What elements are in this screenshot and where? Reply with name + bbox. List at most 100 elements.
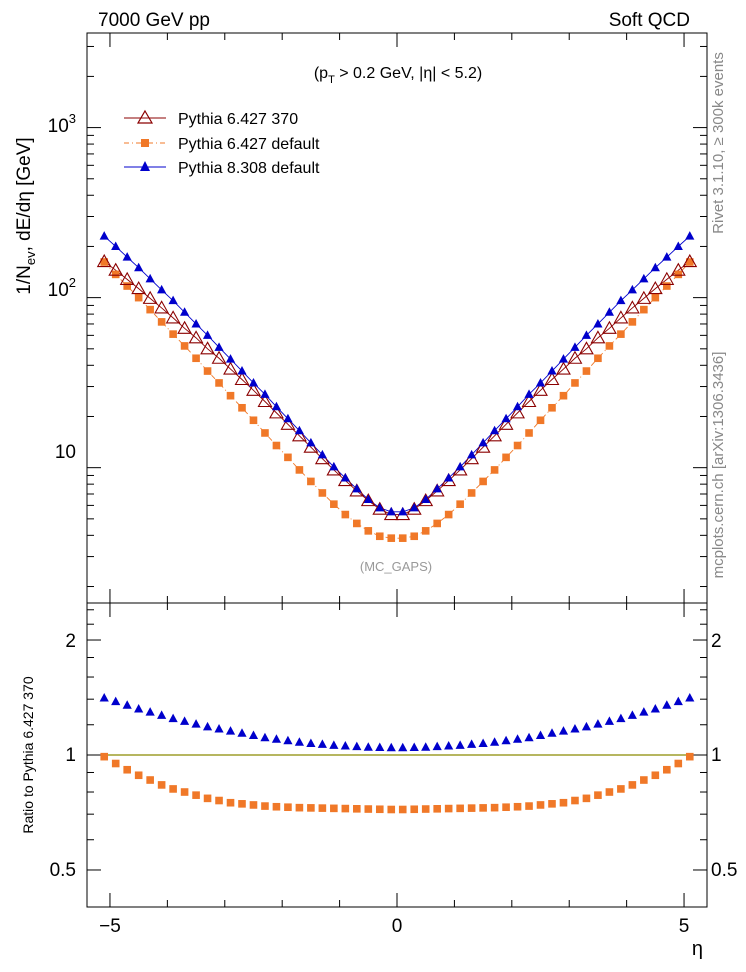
data-point-series-1 [353,519,361,528]
data-point-series-2 [191,318,201,328]
ratio-point-series-1 [168,713,178,723]
ratio-point-series-0 [295,803,304,812]
data-point-series-1 [410,532,419,541]
ratio-point-series-1 [317,739,327,748]
data-point-series-1 [157,318,166,326]
data-point-series-1 [123,282,131,290]
ratio-point-series-0 [261,802,269,810]
data-point-series-2 [685,231,695,240]
data-point-series-2 [662,252,672,261]
ratio-point-series-0 [663,765,671,774]
ratio-point-series-1 [604,716,615,725]
data-point-series-1 [284,453,292,462]
data-point-series-1 [548,403,556,412]
ratio-point-series-0 [387,805,396,814]
ratio-point-series-0 [123,765,131,774]
ratio-point-series-0 [307,804,315,812]
data-point-series-0 [269,405,284,419]
ratio-point-series-0 [284,803,292,812]
data-point-series-0 [200,341,215,355]
data-point-series-1 [617,330,625,338]
ratio-point-series-1 [593,719,603,728]
data-point-series-1 [203,367,212,375]
ratio-point-series-0 [628,781,637,789]
ratio-point-series-0 [456,804,464,813]
data-point-series-1 [467,489,476,497]
ratio-point-series-0 [571,796,579,805]
data-point-series-1 [249,416,258,425]
data-point-series-0 [177,320,193,334]
data-point-series-0 [510,405,525,419]
ratio-point-series-1 [225,726,236,735]
data-point-series-0 [647,280,663,295]
data-point-series-2 [248,377,259,387]
data-point-series-1 [398,534,407,542]
ratio-point-series-1 [294,737,305,746]
data-point-series-1 [559,391,568,400]
ratio-point-series-1 [352,741,362,751]
ratio-point-series-1 [271,734,282,743]
data-point-series-2 [99,231,109,240]
data-point-series-2 [627,284,637,294]
data-point-series-0 [211,350,227,364]
ratio-point-series-0 [272,802,281,811]
data-point-series-1 [479,477,487,486]
data-point-series-2 [455,461,465,471]
ratio-point-series-0 [249,801,258,809]
data-point-series-2 [260,389,270,398]
data-point-series-0 [636,290,652,304]
data-point-series-2 [329,461,339,471]
ratio-point-series-1 [134,703,144,713]
ratio-point-series-0 [134,771,143,780]
ratio-point-series-0 [433,805,441,813]
data-point-series-0 [624,300,640,314]
ratio-point-series-1 [662,700,672,709]
data-point-series-0 [418,493,434,507]
rivet-label: Rivet 3.1.10, ≥ 300k events [710,52,727,234]
data-point-series-2 [179,307,190,316]
ratio-point-series-0 [157,781,166,789]
data-point-series-2 [386,506,396,516]
data-point-series-0 [154,300,170,314]
ratio-point-series-0 [674,759,683,768]
data-point-series-1 [513,441,522,450]
ratio-y-tick-label-left-1: 1 [65,745,76,766]
data-point-series-2 [558,354,569,363]
data-point-series-2 [283,413,293,423]
data-point-series-1 [490,466,499,474]
ratio-point-series-0 [226,798,235,807]
data-point-series-1 [663,282,671,290]
data-point-series-1 [215,379,223,387]
main-axis-ticks [87,33,707,603]
data-point-series-0 [659,271,675,285]
ratio-point-series-0 [640,776,648,784]
data-point-series-1 [444,510,453,519]
ratio-point-series-1 [386,742,396,752]
data-point-series-2 [306,437,316,447]
data-point-series-2 [432,483,442,493]
ratio-point-series-1 [179,716,190,725]
legend-label-pythia6-default: Pythia 6.427 default [178,136,320,153]
data-point-series-1 [169,330,177,338]
ratio-point-series-0 [203,794,212,803]
data-point-series-1 [146,305,154,314]
data-point-series-2 [202,330,213,339]
y-tick-label-100: 102 [48,275,76,301]
data-point-series-2 [673,241,683,250]
legend-marker-pythia6-370 [136,109,154,124]
x-tick-label-5: 5 [679,916,690,937]
ratio-point-series-1 [535,730,546,739]
ratio-point-series-0 [513,802,522,811]
data-point-series-2 [225,354,236,363]
data-point-series-0 [567,350,583,364]
ratio-point-series-1 [639,707,649,716]
ratio-point-series-1 [581,721,592,731]
data-point-series-0 [234,371,250,386]
data-point-series-0 [257,393,273,408]
data-point-series-2 [489,425,500,435]
data-point-series-1 [364,527,373,535]
ratio-point-series-0 [651,771,660,780]
data-point-series-1 [582,367,591,375]
ratio-point-series-0 [525,802,533,810]
